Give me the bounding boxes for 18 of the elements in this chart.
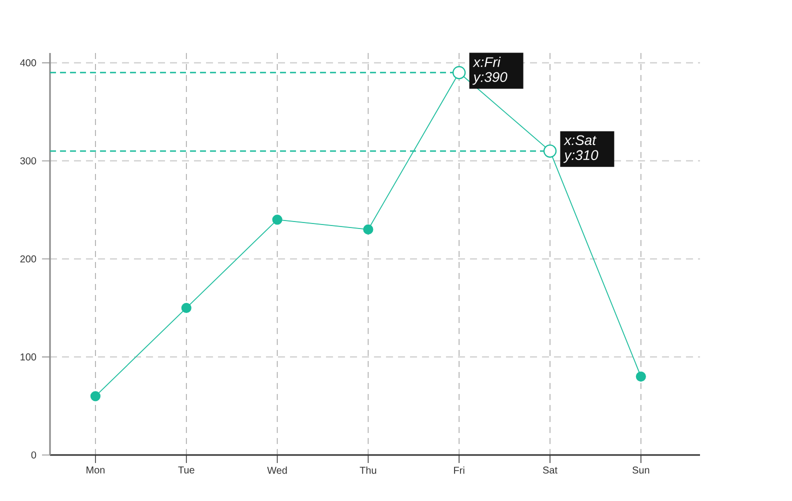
x-tick-label: Thu bbox=[360, 466, 376, 474]
point bbox=[272, 214, 282, 225]
x-tick-label: Fri bbox=[454, 466, 464, 474]
point bbox=[90, 391, 101, 402]
y-tick-label: 400 bbox=[20, 59, 36, 66]
x-tick-label: Sun bbox=[632, 466, 650, 474]
x-tick-label: Tue bbox=[178, 466, 194, 474]
x-tick-label: Wed bbox=[267, 466, 287, 474]
point bbox=[636, 372, 646, 382]
point bbox=[181, 302, 192, 313]
y-tick-label: 300 bbox=[20, 157, 36, 164]
y-tick-label: 100 bbox=[20, 353, 36, 360]
point bbox=[363, 224, 374, 235]
x-tick-label: Sat bbox=[542, 466, 558, 474]
y-tick-label: 200 bbox=[20, 255, 36, 262]
y-tick-label: 0 bbox=[31, 451, 36, 459]
annotation: x:Sat y:310 bbox=[563, 135, 598, 163]
x-tick-label: Mon bbox=[86, 466, 104, 474]
